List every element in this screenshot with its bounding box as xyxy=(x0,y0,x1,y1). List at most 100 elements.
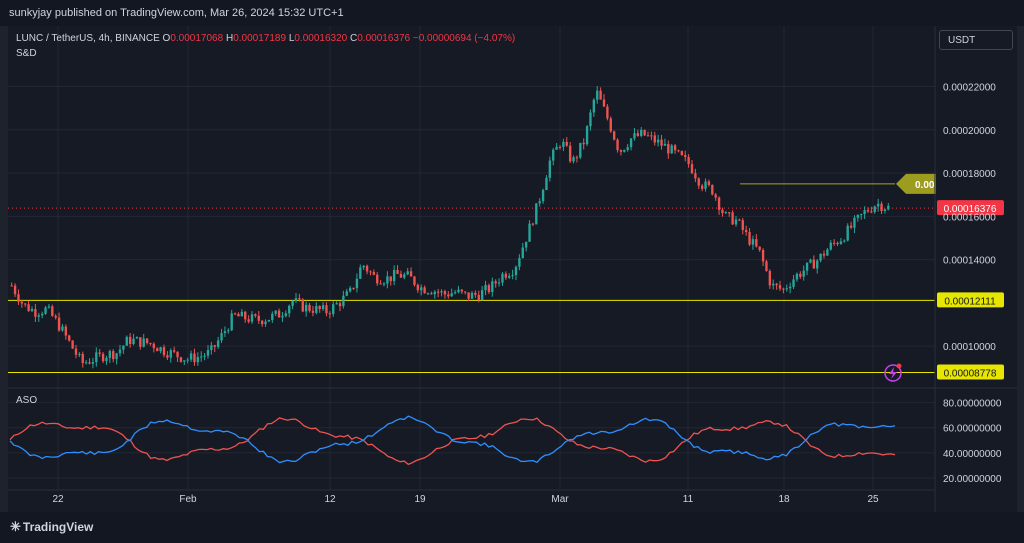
candle-body xyxy=(640,129,643,136)
candle-body xyxy=(376,274,379,284)
candle-body xyxy=(298,298,301,300)
candle-body xyxy=(159,347,162,352)
candle-body xyxy=(880,203,883,212)
candle-body xyxy=(535,203,538,225)
candle-body xyxy=(744,230,748,233)
brand-name: TradingView xyxy=(22,520,94,534)
date-tick-label: 19 xyxy=(414,494,426,505)
candle-body xyxy=(64,326,68,336)
candle-body xyxy=(758,246,761,250)
candle-body xyxy=(680,151,684,156)
candle-body xyxy=(531,223,535,225)
candle-body xyxy=(751,239,755,245)
candle-body xyxy=(213,345,216,347)
candle-body xyxy=(288,305,291,314)
candle-body xyxy=(457,289,460,293)
candle-body xyxy=(301,299,304,312)
candle-body xyxy=(189,353,193,360)
candle-body xyxy=(257,315,260,321)
candle-body xyxy=(179,357,183,362)
candle-body xyxy=(250,314,254,322)
candle-body xyxy=(244,311,247,320)
candle-body xyxy=(521,247,524,259)
candle-body xyxy=(843,240,846,242)
candle-body xyxy=(650,135,653,137)
candle-body xyxy=(606,106,609,119)
candle-body xyxy=(433,291,436,295)
candle-body xyxy=(497,282,501,284)
candle-body xyxy=(494,281,497,284)
candle-body xyxy=(619,150,623,152)
candle-body xyxy=(626,147,629,150)
candle-body xyxy=(409,271,413,277)
candle-body xyxy=(193,353,196,363)
candle-body xyxy=(342,295,345,307)
candle-body xyxy=(203,355,206,357)
candle-body xyxy=(176,351,179,358)
candle-body xyxy=(453,292,457,294)
target-badge-label: 0.00 xyxy=(915,180,935,191)
candle-body xyxy=(332,304,335,315)
brand-logo[interactable]: ✳ TradingView xyxy=(10,519,93,535)
candle-body xyxy=(315,305,318,313)
candle-body xyxy=(91,361,95,364)
candle-body xyxy=(579,142,582,158)
candle-body xyxy=(717,197,721,210)
candle-body xyxy=(853,217,856,228)
candle-body xyxy=(379,283,382,285)
candle-body xyxy=(484,285,487,291)
aso-oscillator: 80.00000000 60.00000000 40.00000000 20.0000… xyxy=(8,399,1002,485)
candle-body xyxy=(392,270,396,282)
date-tick-label: 22 xyxy=(52,494,64,505)
candle-body xyxy=(271,313,274,320)
candle-body xyxy=(128,336,132,344)
candle-body xyxy=(362,265,365,268)
close-value: 0.00016376 xyxy=(357,33,411,44)
candle-body xyxy=(186,359,189,361)
candle-body xyxy=(436,291,440,293)
candle-body xyxy=(101,353,105,362)
open-value: 0.00017068 xyxy=(170,33,224,44)
candle-body xyxy=(426,293,430,295)
grid xyxy=(8,26,935,490)
chart-pane[interactable] xyxy=(8,26,1017,512)
candle-body xyxy=(809,259,812,263)
candle-body xyxy=(464,291,467,293)
candle-body xyxy=(863,210,866,215)
candle-body xyxy=(105,357,108,362)
osc-tick-label: 40.00000000 xyxy=(943,449,1002,460)
candle-body xyxy=(27,304,30,312)
candle-body xyxy=(822,253,826,256)
candle-body xyxy=(260,320,264,325)
candle-body xyxy=(74,348,78,355)
candle-body xyxy=(755,239,758,247)
candle-body xyxy=(318,305,321,310)
candle-body xyxy=(34,309,37,317)
candle-body xyxy=(636,133,640,136)
date-tick-label: 12 xyxy=(324,494,336,505)
candle-body xyxy=(700,185,704,189)
study-label[interactable]: S&D xyxy=(16,48,37,59)
candle-body xyxy=(440,291,443,293)
open-label: O xyxy=(162,33,171,44)
candle-body xyxy=(37,315,40,317)
currency-button[interactable]: USDT xyxy=(939,30,1013,50)
candle-body xyxy=(721,209,724,214)
candle-body xyxy=(196,357,200,363)
candle-body xyxy=(325,305,328,314)
candle-body xyxy=(826,249,829,256)
candle-body xyxy=(122,345,125,350)
oscillator-label[interactable]: ASO xyxy=(16,395,38,406)
candle-body xyxy=(71,340,74,349)
candle-body xyxy=(582,142,585,145)
candle-body xyxy=(694,173,697,179)
publisher-note: sunkyjay published on TradingView.com, M… xyxy=(9,7,344,19)
candle-body xyxy=(447,294,450,297)
candle-body xyxy=(589,112,592,127)
candle-body xyxy=(139,337,142,347)
candle-body xyxy=(832,242,836,244)
candle-body xyxy=(585,126,589,145)
candle-body xyxy=(667,143,670,154)
candle-body xyxy=(731,212,734,225)
